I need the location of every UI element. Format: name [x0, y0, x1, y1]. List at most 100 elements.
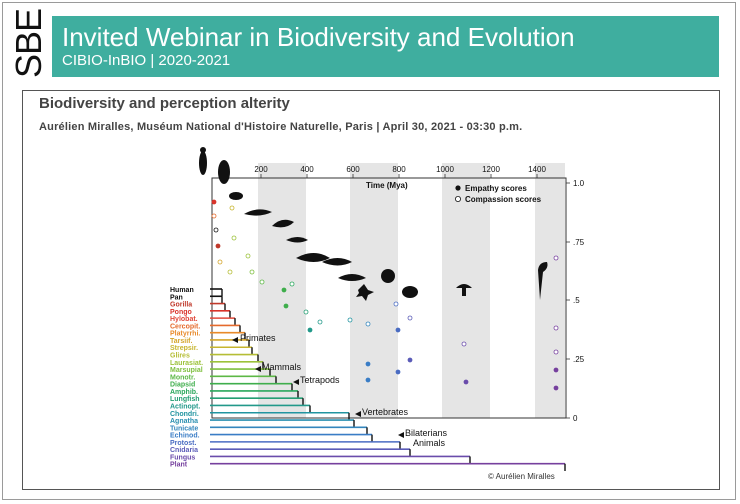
taxon-label: Platyrrhi. [170, 331, 200, 338]
score-dot [289, 281, 295, 287]
taxon-label: Actinopt. [170, 403, 200, 410]
starfish-silhouette [356, 284, 374, 301]
talk-title: Biodiversity and perception alterity [39, 95, 290, 112]
taxon-label: Lungfish [170, 396, 200, 403]
lamprey-silhouette [338, 274, 366, 281]
x-tick-label: 400 [300, 165, 314, 174]
taxon-labels: HumanPanGorillaPongoHylobat.Cercopit.Pla… [170, 287, 203, 469]
y-tick-label: 1.0 [573, 179, 585, 188]
taxon-label: Tunicate [170, 425, 198, 432]
x-tick-label: 200 [254, 165, 268, 174]
webinar-title: Invited Webinar in Biodiversity and Evol… [62, 22, 575, 52]
score-dot [227, 269, 233, 275]
clade-arrows [232, 337, 404, 438]
score-dot [211, 199, 217, 205]
compassion-legend-dot [454, 195, 461, 202]
webinar-subtitle: CIBIO-InBIO | 2020-2021 [62, 52, 231, 69]
score-dot [365, 377, 371, 383]
chimp-silhouette [218, 160, 230, 184]
score-dot [407, 357, 413, 363]
arrow-icon [293, 379, 299, 385]
empathy-legend-label: Empathy scores [465, 184, 527, 193]
rodent-silhouette [229, 192, 243, 200]
salamander-silhouette [286, 237, 308, 243]
score-dot [463, 379, 469, 385]
plot-box [211, 177, 567, 419]
y-tick-label: .25 [573, 355, 585, 364]
score-dot [407, 315, 413, 321]
figure-copyright: © Aurélien Miralles [488, 472, 555, 481]
score-dot [461, 341, 467, 347]
clade-tetrapods: Tetrapods [300, 375, 340, 385]
insect-silhouette [381, 269, 395, 283]
x-tick-label: 600 [346, 165, 360, 174]
clade-mammals: Mammals [262, 362, 302, 372]
fish-silhouette [296, 253, 330, 262]
taxon-label: Strepsir. [170, 345, 198, 352]
x-ticks: 200 400 600 800 1000 1200 1400 [254, 165, 546, 178]
anemone-silhouette [402, 286, 418, 298]
time-band [350, 163, 398, 418]
score-dot [303, 309, 309, 315]
taxon-label: Cercopit. [170, 323, 200, 330]
frog-silhouette [272, 219, 294, 228]
human-head [200, 147, 206, 153]
plant-silhouette [538, 262, 548, 300]
arrow-icon [255, 366, 261, 372]
score-dot [283, 303, 289, 309]
arrow-icon [355, 411, 361, 417]
score-dot [553, 367, 559, 373]
score-dot [217, 259, 223, 265]
taxon-label: Amphib. [170, 389, 198, 396]
taxon-label: Hylobat. [170, 316, 198, 323]
score-dot [553, 385, 559, 391]
clade-bilaterians: Bilaterians [405, 428, 448, 438]
y-tick-label: 0 [573, 414, 578, 423]
taxon-label: Laurasiat. [170, 360, 203, 367]
talk-details: Aurélien Miralles, Muséum National d'His… [39, 121, 523, 133]
y-ticks: 1.0 .75 .5 .25 0 [566, 179, 585, 423]
taxon-label: Diapsid [170, 382, 195, 389]
empathy-legend-dot [455, 185, 461, 191]
y-tick-label: .75 [573, 238, 585, 247]
x-tick-label: 1200 [482, 165, 500, 174]
score-dot [281, 287, 287, 293]
taxon-label: Plant [170, 462, 188, 469]
taxon-label: Chondri. [170, 411, 199, 418]
header-banner: Invited Webinar in Biodiversity and Evol… [52, 16, 719, 77]
talk-card: Biodiversity and perception alterity Aur… [22, 90, 720, 490]
score-dot [553, 349, 559, 355]
taxon-label: Agnatha [170, 418, 198, 425]
taxon-label: Cnidaria [170, 447, 198, 454]
taxon-label: Glires [170, 353, 190, 360]
score-dot [365, 361, 371, 367]
clade-labels: Primates Mammals Tetrapods Vertebrates B… [240, 333, 448, 448]
score-dots [211, 199, 559, 391]
score-dot [347, 317, 353, 323]
mushroom-silhouette [456, 284, 472, 296]
shark-silhouette [322, 258, 352, 266]
score-dot [395, 369, 401, 375]
lizard-silhouette [244, 209, 272, 216]
score-dot [395, 327, 401, 333]
score-dot [211, 213, 217, 219]
compassion-legend-label: Compassion scores [465, 195, 542, 204]
taxon-label: Protost. [170, 440, 197, 447]
arrow-icon [232, 337, 238, 343]
score-dot [317, 319, 323, 325]
taxon-label: Tarsiif. [170, 338, 192, 345]
y-tick-label: .5 [573, 296, 580, 305]
score-dot [245, 253, 251, 259]
taxon-label: Monotr. [170, 374, 195, 381]
clade-vertebrates: Vertebrates [362, 407, 409, 417]
taxon-label: Pongo [170, 309, 192, 316]
taxon-label: Marsupial [170, 367, 203, 374]
score-dot [249, 269, 255, 275]
score-dot [231, 235, 237, 241]
clade-animals: Animals [413, 438, 446, 448]
score-dot [229, 205, 235, 211]
x-tick-label: 800 [392, 165, 406, 174]
taxon-label: Fungus [170, 454, 195, 461]
x-axis-title: Time (Mya) [366, 181, 408, 190]
